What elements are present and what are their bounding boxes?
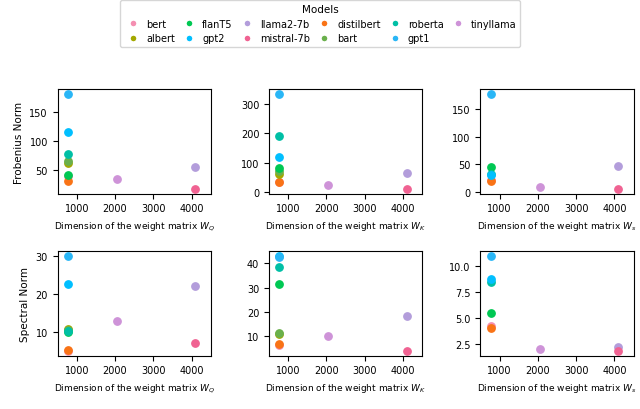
Point (486, 92, 496, 98)
Point (274, 169, 284, 175)
Point (63, 159, 73, 165)
Point (613, 348, 623, 354)
Point (63, 253, 73, 260)
Point (63, 151, 73, 157)
Point (63, 160, 73, 167)
Point (486, 253, 496, 260)
Point (274, 180, 284, 186)
Point (486, 177, 496, 184)
Point (613, 186, 623, 193)
Point (63, 172, 73, 179)
Point (274, 331, 284, 337)
Y-axis label: Spectral Norm: Spectral Norm (20, 266, 30, 341)
Point (486, 310, 496, 316)
Point (190, 283, 200, 290)
Point (274, 154, 284, 161)
Point (274, 179, 284, 185)
Point (274, 342, 284, 348)
X-axis label: Dimension of the weight matrix $W_Q$: Dimension of the weight matrix $W_Q$ (54, 220, 214, 232)
Point (486, 325, 496, 332)
Point (486, 171, 496, 178)
Point (63, 130, 73, 136)
X-axis label: Dimension of the weight matrix $W_s$: Dimension of the weight matrix $W_s$ (477, 220, 637, 232)
Point (534, 184, 545, 191)
Point (274, 253, 284, 260)
Point (486, 279, 496, 285)
Point (402, 312, 412, 319)
Point (274, 341, 284, 348)
X-axis label: Dimension of the weight matrix $W_Q$: Dimension of the weight matrix $W_Q$ (54, 381, 214, 394)
Point (63, 329, 73, 335)
Point (274, 171, 284, 178)
Point (402, 348, 412, 354)
X-axis label: Dimension of the weight matrix $W_s$: Dimension of the weight matrix $W_s$ (477, 381, 637, 394)
Point (112, 176, 122, 183)
Point (486, 323, 496, 330)
Point (63, 173, 73, 180)
Point (63, 326, 73, 333)
Point (486, 276, 496, 282)
Point (323, 333, 333, 340)
Point (190, 340, 200, 347)
X-axis label: Dimension of the weight matrix $W_K$: Dimension of the weight matrix $W_K$ (265, 220, 426, 232)
Point (274, 134, 284, 140)
Point (402, 170, 412, 177)
Point (274, 264, 284, 270)
Point (63, 178, 73, 184)
Point (613, 344, 623, 350)
Point (63, 281, 73, 288)
Point (486, 178, 496, 184)
Point (190, 186, 200, 193)
Point (274, 254, 284, 261)
Legend: bert, albert, flanT5, gpt2, llama2-7b, mistral-7b, distilbert, bart, roberta, gp: bert, albert, flanT5, gpt2, llama2-7b, m… (120, 1, 520, 48)
Point (274, 92, 284, 98)
Point (63, 328, 73, 335)
Point (274, 166, 284, 172)
Point (323, 182, 333, 189)
Point (274, 281, 284, 288)
Point (274, 330, 284, 337)
Point (190, 164, 200, 171)
Point (486, 173, 496, 179)
Point (63, 347, 73, 354)
Y-axis label: Frobenius Norm: Frobenius Norm (14, 101, 24, 183)
Point (613, 164, 623, 170)
Point (402, 186, 412, 193)
Point (534, 346, 545, 352)
Point (112, 317, 122, 324)
Point (63, 348, 73, 354)
Point (486, 164, 496, 171)
X-axis label: Dimension of the weight matrix $W_K$: Dimension of the weight matrix $W_K$ (265, 381, 426, 394)
Point (63, 92, 73, 98)
Point (63, 327, 73, 333)
